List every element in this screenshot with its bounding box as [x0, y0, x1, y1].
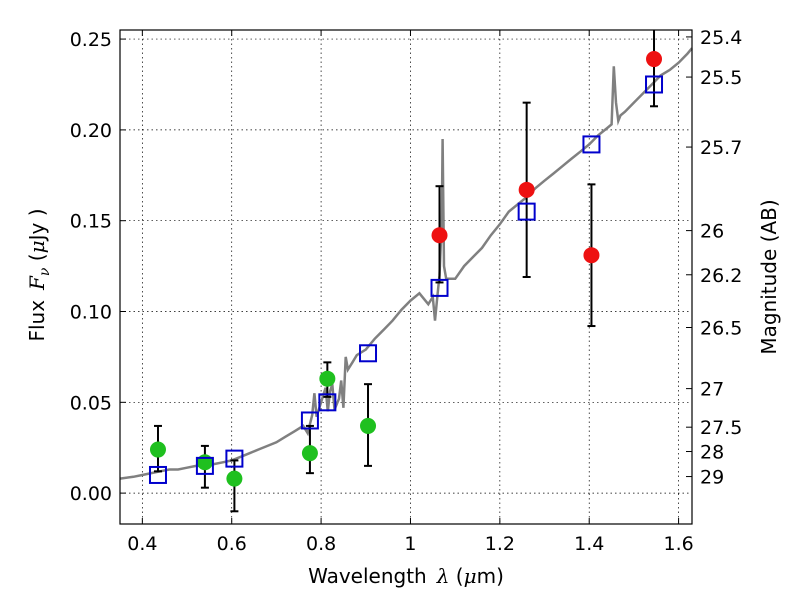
- model-square: [517, 202, 536, 221]
- plot-area: [119, 30, 693, 513]
- y2-axis-label: Magnitude (AB): [757, 199, 781, 354]
- y2-tick-label: 28: [700, 442, 724, 464]
- model-square: [318, 393, 337, 412]
- data-point: [431, 227, 448, 244]
- y-axis-ticks: 0.00 0.05 0.10 0.15 0.20 0.25: [70, 29, 126, 505]
- model-square: [359, 344, 378, 363]
- model-square: [582, 135, 601, 154]
- x-axis-label-unit-rest: m): [477, 564, 504, 588]
- data-point: [518, 181, 535, 198]
- data-point: [583, 247, 600, 264]
- y2-tick-label: 25.4: [700, 27, 742, 49]
- x-tick-label: 0.8: [306, 533, 336, 555]
- x-tick-label: 0.6: [217, 533, 247, 555]
- model-square: [645, 75, 664, 94]
- model-square: [195, 456, 214, 475]
- model-square: [225, 449, 244, 468]
- x-tick-label: 1.2: [485, 533, 515, 555]
- model-square: [148, 465, 167, 484]
- y2-axis-ticks: 25.4 25.5 25.7 26 26.2 26.5 27 27.5 28 29: [686, 27, 742, 489]
- y-tick-label: 0.10: [70, 302, 112, 324]
- y-axis-label-unit-rest: Jy ): [25, 208, 49, 242]
- y2-tick-label: 29: [700, 467, 724, 489]
- y-axis-label-unit-mu: μ: [25, 240, 49, 253]
- x-axis-label-symbol: λ: [436, 564, 450, 588]
- data-point: [301, 445, 318, 462]
- x-tick-label: 1: [404, 533, 416, 555]
- y-tick-label: 0.25: [70, 29, 112, 51]
- data-point: [226, 470, 243, 487]
- data-point: [360, 417, 377, 434]
- y2-tick-label: 27.5: [700, 417, 742, 439]
- y2-tick-label: 25.5: [700, 67, 742, 89]
- y2-tick-label: 26.5: [700, 317, 742, 339]
- y2-tick-label: 25.7: [700, 137, 742, 159]
- y-tick-label: 0.15: [70, 211, 112, 233]
- data-point: [646, 51, 663, 68]
- y-tick-label: 0.00: [70, 483, 112, 505]
- y2-tick-label: 27: [700, 379, 724, 401]
- y-axis-label-unit-open: (: [25, 253, 49, 267]
- model-square: [300, 411, 319, 430]
- y-axis-label-subscript: ν: [37, 267, 53, 276]
- data-point: [319, 370, 336, 387]
- y-axis-label-text: Flux: [25, 300, 49, 342]
- x-tick-label: 0.4: [127, 533, 157, 555]
- plot-frame: [119, 29, 693, 525]
- data-point: [149, 441, 166, 458]
- y-tick-label: 0.05: [70, 392, 112, 414]
- grid-lines: [120, 30, 692, 524]
- model-square: [430, 278, 449, 297]
- x-axis-label: Wavelength λ (μm): [308, 564, 504, 588]
- x-tick-label: 1.6: [663, 533, 693, 555]
- x-tick-label: 1.4: [574, 533, 604, 555]
- x-axis-label-unit-mu: μ: [464, 564, 477, 588]
- model-squares: [148, 75, 664, 484]
- model-spectrum-line: [119, 47, 693, 480]
- data-point: [196, 454, 213, 471]
- y2-tick-label: 26: [700, 221, 724, 243]
- x-axis-ticks: 0.4 0.6 0.8 1 1.2 1.4 1.6: [127, 30, 694, 555]
- y-tick-label: 0.20: [70, 120, 112, 142]
- y-axis-label-symbol: F: [25, 275, 49, 291]
- x-axis-label-unit-open: (: [449, 564, 463, 588]
- x-axis-label-text: Wavelength: [308, 564, 427, 588]
- y2-tick-label: 26.2: [700, 265, 742, 287]
- y-axis-label: Flux Fν (μJy ): [25, 208, 53, 341]
